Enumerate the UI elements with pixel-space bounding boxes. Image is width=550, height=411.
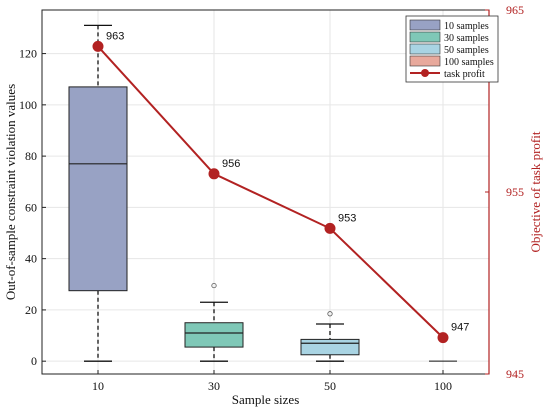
left-tick-label: 20	[25, 303, 37, 317]
legend-swatch	[409, 31, 441, 43]
right-tick-label: 965	[506, 3, 524, 17]
legend-swatch	[409, 19, 441, 31]
box-body	[300, 338, 360, 356]
task-profit-point	[437, 332, 449, 344]
legend-label: 100 samples	[444, 57, 494, 68]
legend-swatch	[409, 55, 441, 67]
outlier-point	[327, 311, 333, 317]
legend-label: 50 samples	[444, 45, 489, 56]
left-y-axis: 0 20 40 60 80 100 120	[19, 47, 46, 368]
right-y-axis-label: Objective of task profit	[528, 131, 543, 252]
box-body	[68, 86, 128, 292]
legend-label: 10 samples	[444, 21, 489, 32]
left-y-axis-label: Out-of-sample constraint violation value…	[3, 84, 18, 300]
x-tick-label: 50	[324, 379, 336, 393]
box-50	[300, 311, 360, 362]
right-tick-label: 955	[506, 185, 524, 199]
right-tick-label: 945	[506, 367, 524, 381]
left-tick-label: 60	[25, 200, 37, 214]
legend-swatch	[409, 43, 441, 55]
task-profit-point	[92, 40, 104, 52]
task-profit-series: 963 956 953 947	[92, 30, 469, 344]
left-tick-label: 0	[31, 354, 37, 368]
box-plots	[68, 24, 457, 362]
box-30	[184, 282, 244, 362]
task-profit-point	[208, 168, 220, 180]
x-axis-label: Sample sizes	[232, 392, 300, 407]
outlier-point	[211, 282, 217, 289]
x-tick-label: 10	[92, 379, 104, 393]
task-profit-data-label: 956	[222, 158, 240, 170]
box-10	[68, 24, 128, 362]
left-tick-label: 100	[19, 98, 37, 112]
legend-marker	[421, 69, 429, 77]
task-profit-data-label: 947	[451, 322, 469, 334]
x-tick-label: 30	[208, 379, 220, 393]
x-axis: 10 30 50 100	[92, 370, 452, 393]
task-profit-data-label: 963	[106, 30, 124, 42]
task-profit-line	[97, 45, 444, 339]
legend-label: 30 samples	[444, 33, 489, 44]
left-tick-label: 80	[25, 149, 37, 163]
legend-label: task profit	[444, 69, 485, 80]
left-tick-label: 40	[25, 252, 37, 266]
x-tick-label: 100	[434, 379, 452, 393]
task-profit-point	[324, 222, 336, 234]
box-body	[184, 322, 244, 348]
task-profit-data-label: 953	[338, 212, 356, 224]
left-tick-label: 120	[19, 47, 37, 61]
